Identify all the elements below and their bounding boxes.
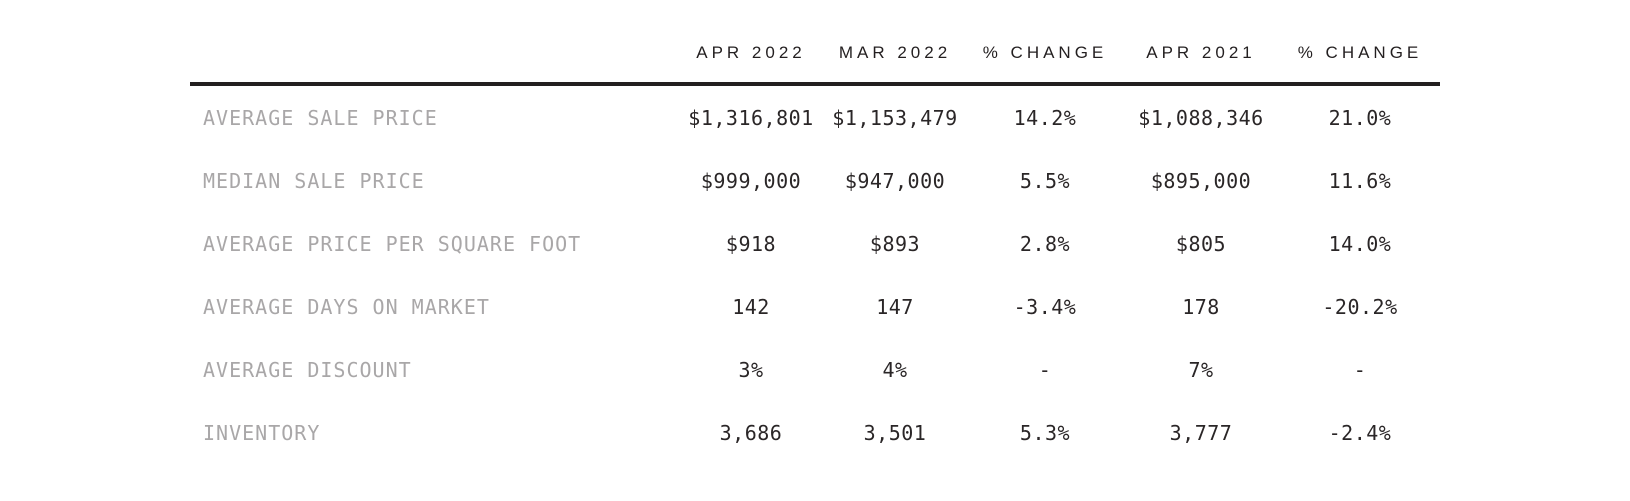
column-header-pct-change-2: % CHANGE <box>1297 43 1423 62</box>
table-row: INVENTORY 3,686 3,501 5.3% 3,777 -2.4% <box>190 401 1440 464</box>
cell-value: 5.3% <box>1019 420 1071 445</box>
cell-value: 178 <box>1182 294 1220 319</box>
cell-value: 3% <box>738 357 764 382</box>
cell-value: 21.0% <box>1328 105 1392 130</box>
cell-value: 5.5% <box>1019 168 1071 193</box>
row-label: AVERAGE SALE PRICE <box>203 105 438 130</box>
cell-value: 14.2% <box>1013 105 1077 130</box>
column-header-mar-2022: MAR 2022 <box>838 43 952 62</box>
row-label-header <box>190 24 680 84</box>
cell-value: $893 <box>869 231 921 256</box>
cell-value: 2.8% <box>1019 231 1071 256</box>
cell-value: -2.4% <box>1328 420 1392 445</box>
cell-value: - <box>1038 357 1052 382</box>
cell-value: 14.0% <box>1328 231 1392 256</box>
cell-value: $1,088,346 <box>1138 105 1264 130</box>
row-label: AVERAGE DISCOUNT <box>203 357 412 382</box>
table-row: AVERAGE DAYS ON MARKET 142 147 -3.4% 178… <box>190 275 1440 338</box>
column-header-pct-change-1: % CHANGE <box>982 43 1108 62</box>
cell-value: 4% <box>882 357 908 382</box>
row-label: AVERAGE PRICE PER SQUARE FOOT <box>203 231 582 256</box>
table-row: AVERAGE PRICE PER SQUARE FOOT $918 $893 … <box>190 212 1440 275</box>
cell-value: $1,153,479 <box>832 105 958 130</box>
cell-value: 7% <box>1188 357 1214 382</box>
cell-value: $1,316,801 <box>688 105 814 130</box>
row-label: AVERAGE DAYS ON MARKET <box>203 294 490 319</box>
cell-value: -20.2% <box>1322 294 1398 319</box>
cell-value: -3.4% <box>1013 294 1077 319</box>
cell-value: 142 <box>732 294 770 319</box>
cell-value: $999,000 <box>700 168 802 193</box>
cell-value: 147 <box>876 294 914 319</box>
table-row: MEDIAN SALE PRICE $999,000 $947,000 5.5%… <box>190 149 1440 212</box>
column-header-apr-2022: APR 2022 <box>696 43 806 62</box>
header-row: APR 2022 MAR 2022 % CHANGE APR 2021 % CH… <box>190 24 1440 84</box>
row-label: MEDIAN SALE PRICE <box>203 168 425 193</box>
cell-value: 11.6% <box>1328 168 1392 193</box>
cell-value: $947,000 <box>844 168 946 193</box>
cell-value: $895,000 <box>1150 168 1252 193</box>
market-stats-table: APR 2022 MAR 2022 % CHANGE APR 2021 % CH… <box>190 24 1440 464</box>
cell-value: 3,686 <box>719 420 783 445</box>
cell-value: $805 <box>1175 231 1227 256</box>
row-label: INVENTORY <box>203 420 321 445</box>
cell-value: 3,501 <box>863 420 927 445</box>
cell-value: - <box>1353 357 1367 382</box>
column-header-apr-2021: APR 2021 <box>1146 43 1256 62</box>
table-row: AVERAGE DISCOUNT 3% 4% - 7% - <box>190 338 1440 401</box>
cell-value: 3,777 <box>1169 420 1233 445</box>
cell-value: $918 <box>725 231 777 256</box>
table-row: AVERAGE SALE PRICE $1,316,801 $1,153,479… <box>190 84 1440 149</box>
